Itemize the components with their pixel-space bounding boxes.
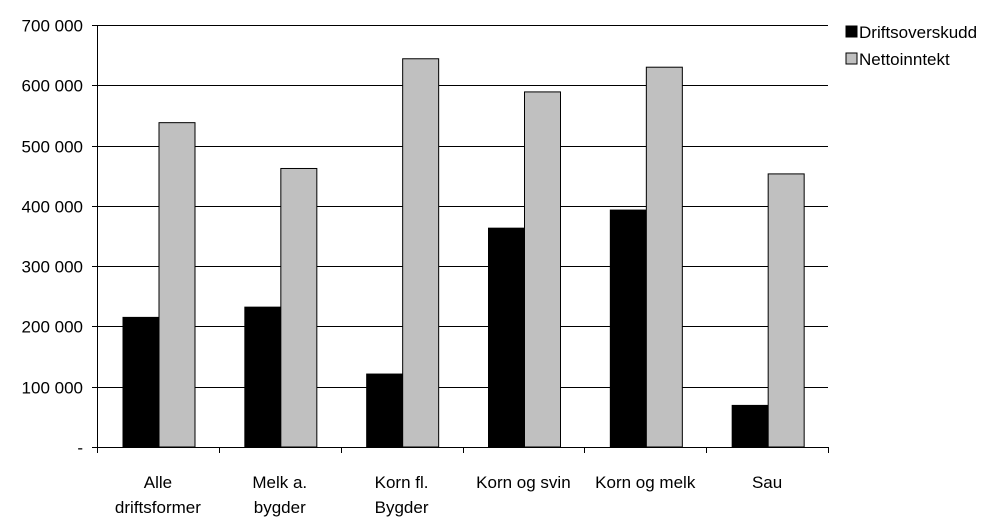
- y-tick-label: 600 000: [22, 77, 83, 96]
- gridlines: [97, 25, 828, 388]
- x-tick-label: Bygder: [375, 498, 429, 517]
- legend-label-driftsoverskudd: Driftsoverskudd: [859, 23, 977, 42]
- bar-driftsoverskudd: [488, 227, 525, 448]
- bar-driftsoverskudd: [244, 306, 282, 448]
- x-tick-label: Sau: [752, 473, 782, 492]
- bars: [122, 58, 805, 448]
- legend-swatch-driftsoverskudd: [845, 25, 858, 38]
- bar-driftsoverskudd: [609, 209, 647, 448]
- bar-driftsoverskudd: [366, 373, 404, 448]
- x-tick-label: Korn fl.: [375, 473, 429, 492]
- legend-label-nettoinntekt: Nettoinntekt: [859, 50, 950, 69]
- y-tick-label: 100 000: [22, 379, 83, 398]
- x-tick-label: Korn og svin: [476, 473, 571, 492]
- x-tick-label: bygder: [254, 498, 306, 517]
- y-tick-label: -: [77, 439, 83, 458]
- x-tick-label: Korn og melk: [595, 473, 696, 492]
- y-tick-label: 200 000: [22, 318, 83, 337]
- y-tick-label: 500 000: [22, 138, 83, 157]
- legend-swatch-nettoinntekt: [845, 52, 858, 65]
- x-tick-label: Melk a.: [252, 473, 307, 492]
- bar-driftsoverskudd: [731, 404, 769, 448]
- y-tick-labels: - 100 000 200 000 300 000 400 000 500 000 600 …: [22, 17, 83, 458]
- bar-nettoinntekt: [645, 66, 683, 448]
- bar-nettoinntekt: [158, 122, 196, 448]
- legend: Driftsoverskudd Nettoinntekt: [845, 23, 977, 69]
- y-tick-label: 700 000: [22, 17, 83, 36]
- x-tick-label: Alle: [144, 473, 172, 492]
- bar-nettoinntekt: [524, 91, 561, 448]
- y-tick-label: 400 000: [22, 198, 83, 217]
- y-tick-label: 300 000: [22, 258, 83, 277]
- bar-nettoinntekt: [402, 58, 440, 448]
- x-tick-labels: Alle driftsformer Melk a. bygder Korn fl. Byg…: [115, 473, 782, 517]
- x-tick-label: driftsformer: [115, 498, 201, 517]
- bar-nettoinntekt: [767, 173, 805, 448]
- bar-driftsoverskudd: [122, 316, 160, 448]
- bar-nettoinntekt: [280, 167, 318, 448]
- axes: [92, 25, 829, 453]
